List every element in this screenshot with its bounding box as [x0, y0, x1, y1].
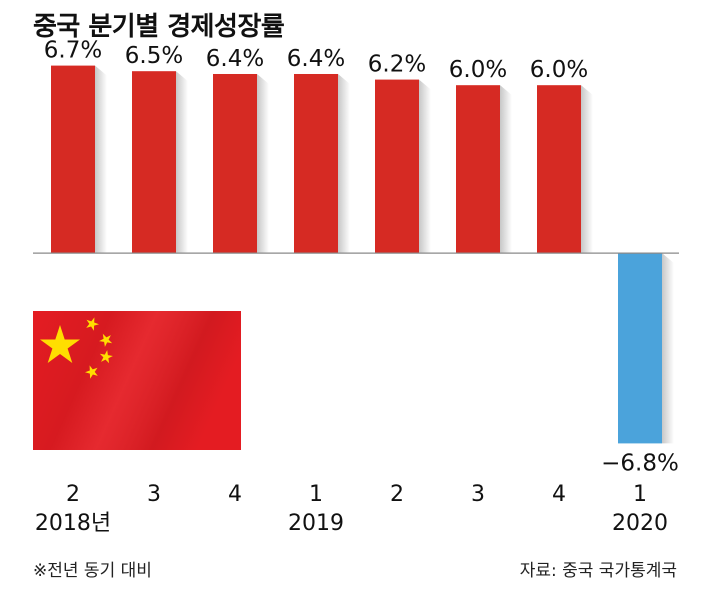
data-label: 6.7% [44, 38, 102, 64]
bar [51, 65, 95, 254]
x-tick-label: 2 [66, 482, 80, 507]
flag-star [86, 317, 99, 331]
bar [375, 79, 419, 254]
bar [132, 71, 176, 254]
x-tick-label: 4 [228, 482, 242, 507]
bar-shadow [338, 73, 350, 254]
x-tick-label: 3 [147, 482, 161, 507]
bar [294, 73, 338, 254]
flag-star [99, 333, 113, 347]
bar [537, 85, 581, 254]
x-year-label: 2018년 [35, 511, 111, 536]
source-credit: 자료: 중국 국가통계국 [519, 561, 677, 581]
flag-star [40, 325, 80, 363]
labels-layer: 6.7% 2 2018년 6.5% 3 6.4% 4 6.4% 1 2019 6.2% 2 6.0% 3 6… [35, 38, 679, 536]
bar-shadow [419, 79, 431, 254]
data-label: 6.5% [125, 43, 183, 69]
china-flag-image [33, 311, 241, 450]
bar-shadow [662, 253, 674, 444]
chart-title: 중국 분기별 경제성장률 [33, 12, 285, 42]
x-tick-label: 4 [552, 482, 566, 507]
x-tick-label: 1 [309, 482, 323, 507]
x-tick-label: 1 [633, 482, 647, 507]
flag-star [85, 365, 98, 379]
footnote: ※전년 동기 대비 [33, 561, 152, 581]
x-year-label: 2020 [612, 511, 668, 536]
bar-shadow [581, 85, 593, 254]
bar [456, 85, 500, 254]
bar-shadow [500, 85, 512, 254]
data-label: −6.8% [601, 450, 679, 476]
bar [618, 253, 662, 444]
data-label: 6.4% [287, 46, 345, 72]
bar-shadow [257, 73, 269, 254]
data-label: 6.0% [530, 57, 588, 83]
data-label: 6.0% [449, 57, 507, 83]
x-tick-label: 3 [471, 482, 485, 507]
flag-shading [33, 311, 241, 450]
bar-shadow [95, 65, 107, 254]
flag-stars [40, 317, 113, 379]
x-year-label: 2019 [288, 511, 344, 536]
data-label: 6.4% [206, 46, 264, 72]
bar-shadow [176, 71, 188, 254]
data-label: 6.2% [368, 52, 426, 78]
x-tick-label: 2 [390, 482, 404, 507]
bars-layer [51, 65, 674, 444]
flag-star [99, 350, 113, 364]
bar [213, 73, 257, 254]
